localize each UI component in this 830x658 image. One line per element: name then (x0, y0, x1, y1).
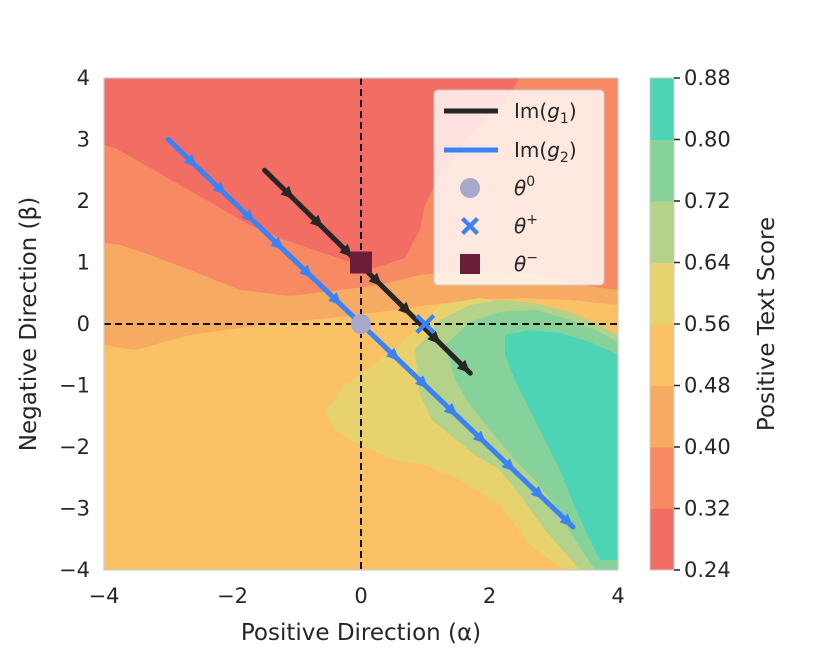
trajectory-arrow-g2 (212, 181, 227, 195)
y-tick-label: −2 (59, 435, 90, 459)
colorbar-tick-label: 0.32 (684, 497, 731, 521)
colorbar-label: Positive Text Score (754, 217, 780, 431)
trajectory-arrow-g2 (183, 153, 198, 168)
colorbar-band (650, 508, 674, 571)
colorbar-band (650, 447, 674, 509)
legend-label-g2: Im(g2) (514, 138, 577, 166)
colorbar-band (650, 324, 674, 386)
x-tick-label: −4 (89, 584, 120, 608)
trajectory-arrow-g2 (443, 402, 458, 417)
plot-frame (103, 77, 619, 571)
colorbar-tick-label: 0.40 (684, 435, 731, 459)
x-tick-label: 2 (483, 584, 496, 608)
trajectory-arrow-g2 (386, 347, 400, 361)
colorbar-band (650, 262, 674, 325)
trajectory-arrow-g1 (456, 359, 471, 374)
x-axis-ticks: −4 −2 0 2 4 (89, 584, 625, 608)
colorbar: 0.24 0.32 0.40 0.48 0.56 0.64 0.72 0.80 0.88 (649, 66, 731, 582)
point-markers (350, 251, 436, 334)
trajectory-arrow-g2 (270, 236, 284, 251)
y-tick-label: −3 (59, 497, 90, 521)
y-axis-label: Negative Direction (β) (16, 197, 42, 451)
marker-theta0 (351, 314, 371, 334)
y-tick-label: 0 (77, 312, 90, 336)
y-tick-label: 1 (77, 251, 90, 275)
y-tick-label: 3 (77, 128, 90, 152)
legend-label-theta-plus: θ+ (514, 212, 538, 238)
trajectory-arrow-g1 (398, 301, 412, 316)
x-tick-label: 0 (354, 584, 367, 608)
contour-band-0.32 (104, 78, 520, 268)
trajectory-arrow-g2 (414, 375, 429, 389)
colorbar-tick-label: 0.64 (684, 251, 731, 275)
colorbar-band (650, 385, 674, 448)
trajectory-arrow-g2 (530, 485, 545, 500)
colorbar-band (650, 139, 674, 202)
legend-label-theta-minus: θ− (514, 250, 538, 276)
y-tick-label: −1 (59, 374, 90, 398)
legend-box (433, 89, 605, 286)
trajectory-arrow-g2 (501, 458, 516, 472)
trajectory-arrow-g1 (339, 243, 353, 258)
trajectory-arrow-g2 (328, 292, 342, 306)
legend-marker-theta-minus (460, 254, 480, 274)
y-tick-label: −4 (59, 558, 90, 582)
colorbar-tick-label: 0.72 (684, 189, 731, 213)
trajectory-arrow-g2 (299, 264, 313, 278)
x-axis-label: Positive Direction (α) (241, 620, 481, 646)
marker-theta_minus (350, 251, 372, 274)
colorbar-tick-label: 0.80 (684, 128, 731, 152)
legend-label-g1: Im(g1) (514, 99, 577, 127)
trajectory-arrow-g1 (368, 272, 383, 287)
legend-marker-theta0 (460, 178, 480, 198)
y-axis-ticks: 4 3 2 1 0 −1 −2 −3 −4 (59, 66, 90, 582)
marker-theta_plus (415, 314, 436, 334)
y-tick-label: 2 (77, 189, 90, 213)
legend-marker-theta-plus (461, 217, 479, 235)
legend-label-theta0: θ0 (514, 174, 535, 200)
colorbar-tick-label: 0.56 (684, 312, 731, 336)
trajectory-arrow-g1 (427, 330, 441, 345)
colorbar-tick-label: 0.24 (684, 558, 731, 582)
trajectory-arrow-g1 (309, 214, 324, 229)
contour-band-0.80 (505, 330, 618, 560)
colorbar-tick-label: 0.88 (684, 66, 731, 90)
trajectory-arrow-g2 (559, 513, 574, 527)
x-tick-label: 4 (611, 584, 624, 608)
trajectory-arrow-g2 (241, 209, 255, 223)
colorbar-tick-label: 0.48 (684, 374, 731, 398)
trajectory-arrow-g1 (280, 185, 294, 200)
legend: Im(g1) Im(g2) θ0 θ+ θ− (433, 89, 605, 286)
trajectory-arrow-g2 (472, 430, 487, 444)
y-tick-label: 4 (77, 66, 90, 90)
colorbar-band (650, 78, 674, 140)
colorbar-band (650, 201, 674, 263)
x-tick-label: −2 (217, 584, 248, 608)
